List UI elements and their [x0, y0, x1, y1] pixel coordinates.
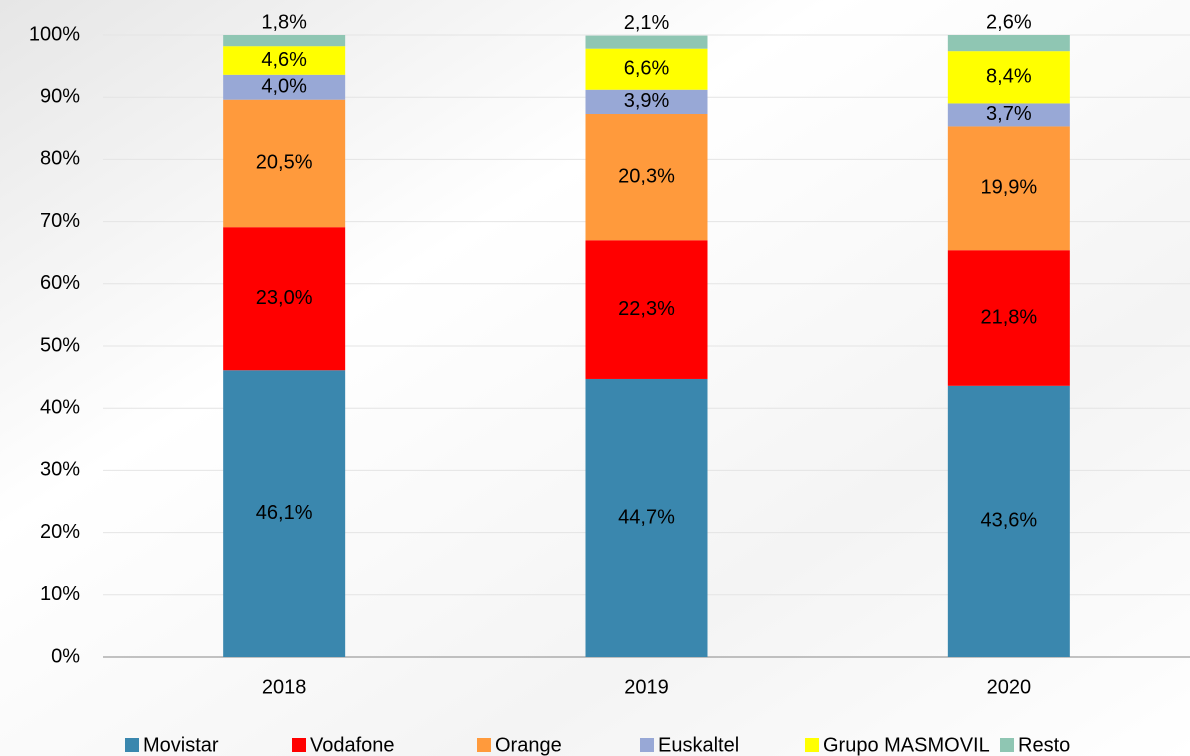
data-label: 4,0%: [261, 76, 307, 98]
legend-swatch: [125, 738, 139, 752]
legend-label: Vodafone: [310, 734, 395, 756]
bar-segment: [947, 103, 1070, 127]
bar-segment: [223, 227, 346, 371]
bar-segment: [223, 35, 346, 47]
data-label: 19,9%: [980, 177, 1037, 199]
data-label: 23,0%: [256, 287, 313, 309]
legend-swatch: [477, 738, 491, 752]
x-tick-label: 2019: [624, 676, 669, 698]
y-tick-label: 70%: [40, 210, 80, 232]
data-label: 4,6%: [261, 49, 307, 71]
bar-segment: [223, 74, 346, 100]
y-tick-label: 50%: [40, 334, 80, 356]
data-label: 6,6%: [624, 57, 670, 79]
y-tick-label: 20%: [40, 521, 80, 543]
legend-label: Resto: [1018, 734, 1070, 756]
data-label: 46,1%: [256, 502, 313, 524]
y-tick-label: 0%: [51, 645, 80, 667]
y-tick-label: 10%: [40, 583, 80, 605]
data-label: 21,8%: [980, 306, 1037, 328]
x-tick-label: 2020: [987, 676, 1032, 698]
y-tick-label: 60%: [40, 272, 80, 294]
bar-segment: [223, 370, 346, 657]
bar-segment: [585, 48, 708, 90]
data-label: 43,6%: [980, 510, 1037, 532]
bar-segment: [947, 126, 1070, 251]
bar-segment: [585, 35, 708, 49]
data-label: 20,5%: [256, 152, 313, 174]
x-tick-label: 2018: [262, 676, 307, 698]
y-tick-label: 30%: [40, 459, 80, 481]
legend-label: Grupo MASMOVIL: [823, 734, 990, 756]
bar-segment: [947, 51, 1070, 104]
legend-swatch: [640, 738, 654, 752]
bar-segment: [585, 113, 708, 241]
data-label: 2,6%: [986, 11, 1032, 33]
bar-segment: [947, 35, 1070, 52]
bar-segment: [223, 46, 346, 75]
data-label: 22,3%: [618, 298, 675, 320]
bar-segment: [585, 89, 708, 114]
y-tick-label: 80%: [40, 148, 80, 170]
data-label: 8,4%: [986, 66, 1032, 88]
legend-swatch: [1000, 738, 1014, 752]
legend-label: Euskaltel: [658, 734, 739, 756]
data-label: 3,9%: [624, 90, 670, 112]
data-label: 1,8%: [261, 11, 307, 33]
bar-segment: [585, 378, 708, 657]
data-label: 44,7%: [618, 506, 675, 528]
legend-label: Orange: [495, 734, 562, 756]
legend-label: Movistar: [143, 734, 219, 756]
y-tick-label: 40%: [40, 396, 80, 418]
legend-swatch: [805, 738, 819, 752]
data-label: 2,1%: [624, 12, 670, 34]
data-label: 3,7%: [986, 103, 1032, 125]
legend-swatch: [292, 738, 306, 752]
data-label: 20,3%: [618, 165, 675, 187]
bar-segment: [947, 250, 1070, 386]
bar-segment: [223, 99, 346, 228]
y-tick-label: 90%: [40, 85, 80, 107]
bar-segment: [947, 385, 1070, 657]
y-tick-label: 100%: [29, 23, 80, 45]
bar-segment: [585, 240, 708, 379]
